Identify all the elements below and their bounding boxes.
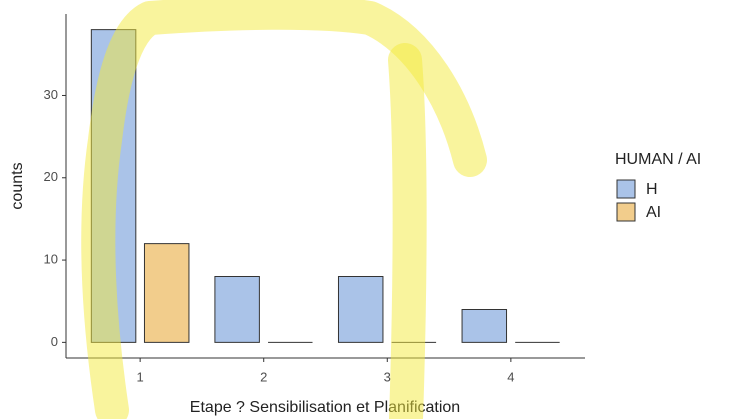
bar bbox=[143, 243, 190, 343]
bar bbox=[461, 308, 508, 343]
y-tick-label: 30 bbox=[44, 87, 58, 102]
x-tick-label: 4 bbox=[507, 369, 514, 384]
plot-area bbox=[90, 29, 560, 343]
highlighter-scribble bbox=[81, 0, 487, 419]
legend-title: HUMAN / AI bbox=[615, 151, 701, 168]
legend-key bbox=[616, 202, 636, 222]
bar bbox=[214, 276, 260, 343]
legend-text: AI bbox=[646, 204, 661, 221]
x-tick-label: 1 bbox=[137, 369, 144, 384]
legend-key bbox=[616, 179, 636, 199]
x-tick-label: 2 bbox=[260, 369, 267, 384]
y-tick-label: 0 bbox=[51, 334, 58, 349]
x-tick-label: 3 bbox=[384, 369, 391, 384]
y-tick-label: 10 bbox=[44, 252, 58, 267]
scribble-stroke bbox=[388, 43, 427, 419]
bar bbox=[337, 276, 384, 343]
y-axis-title: counts bbox=[9, 162, 26, 209]
legend-text: H bbox=[646, 181, 658, 198]
y-tick-label: 20 bbox=[44, 169, 58, 184]
